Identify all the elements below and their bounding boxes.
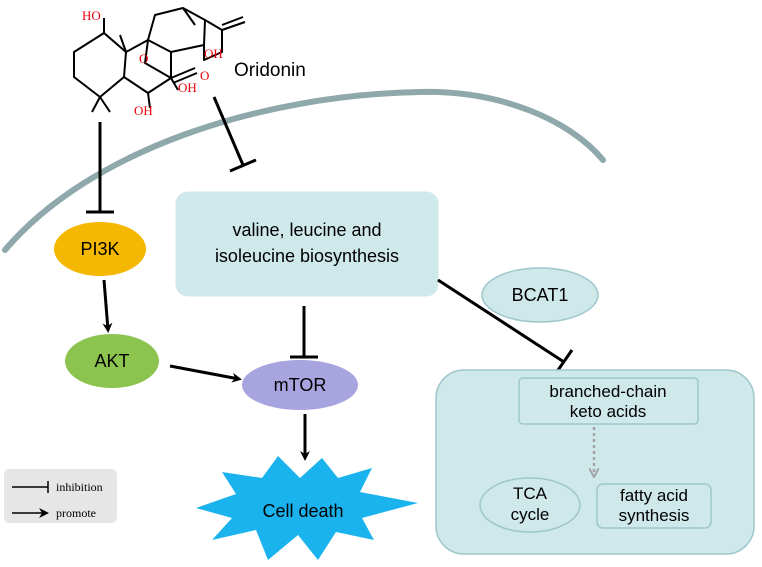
fatty-acid-box — [596, 483, 712, 529]
pi3k-label: PI3K — [80, 239, 119, 259]
atom-label-o-ring: O — [139, 51, 148, 66]
tca-label-line1: TCA — [513, 484, 548, 503]
legend-inhibition-symbol — [12, 481, 49, 493]
atom-label-oh-right: OH — [204, 46, 223, 61]
biosynthesis-box — [175, 191, 439, 297]
akt-node — [65, 334, 159, 388]
bcka-label-line2: keto acids — [570, 402, 647, 421]
oridonin-structure — [73, 7, 246, 113]
tca-label-line2: cycle — [511, 505, 550, 524]
biosynthesis-label-line1: valine, leucine and — [232, 220, 381, 240]
bcat1-node — [481, 267, 599, 323]
inhibition-biosynthesis-bcka — [437, 278, 574, 374]
atom-label-o-keto: O — [200, 68, 209, 83]
inhibition-biosynthesis-mtor — [290, 306, 318, 359]
compound-name: Oridonin — [234, 60, 306, 81]
inhibition-oridonin-biosynthesis — [212, 96, 257, 173]
inhibition-oridonin-pi3k — [86, 122, 114, 214]
legend-inhibition-label: inhibition — [56, 480, 103, 494]
legend-promote-label: promote — [56, 506, 96, 520]
akt-label: AKT — [94, 351, 129, 371]
cell-membrane — [2, 88, 606, 253]
bcat1-label: BCAT1 — [512, 285, 569, 305]
cell-death-label: Cell death — [262, 501, 343, 521]
mtor-node — [242, 360, 358, 410]
atom-label-ho-top: HO — [82, 8, 101, 23]
cell-death-burst — [196, 456, 418, 560]
atom-label-oh-mid: OH — [178, 80, 197, 95]
arrow-pi3k-akt — [102, 279, 113, 333]
arrow-akt-mtor — [169, 364, 242, 383]
bcka-box — [518, 377, 699, 425]
bcka-label-line1: branched-chain — [549, 382, 666, 401]
pi3k-node — [54, 222, 146, 276]
fatty-acid-label-line2: synthesis — [619, 506, 690, 525]
mtor-label: mTOR — [274, 375, 327, 395]
biosynthesis-label-line2: isoleucine biosynthesis — [215, 246, 399, 266]
legend-box — [4, 469, 117, 523]
atom-label-oh-bottom: OH — [134, 103, 153, 118]
tca-node — [479, 477, 581, 533]
fatty-acid-label-line1: fatty acid — [620, 486, 688, 505]
